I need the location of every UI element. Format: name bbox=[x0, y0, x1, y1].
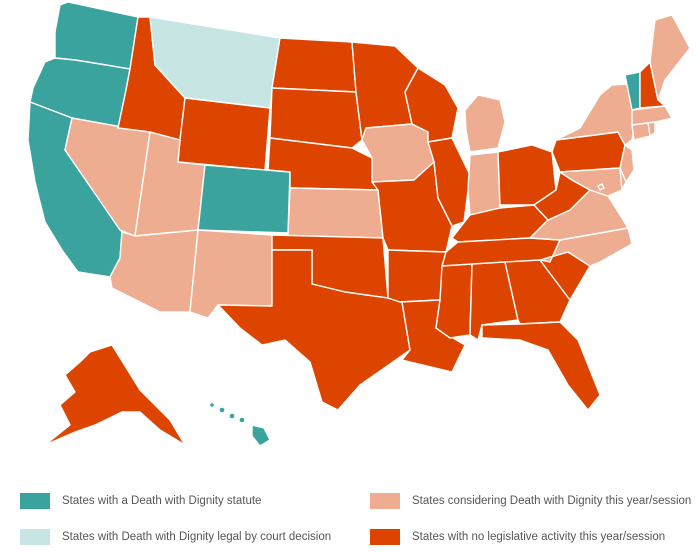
state-michigan[interactable] bbox=[464, 94, 506, 153]
us-map bbox=[27, 1, 691, 447]
legend-item-statute: States with a Death with Dignity statute bbox=[20, 493, 261, 509]
legend-swatch-none bbox=[370, 529, 400, 545]
legend-label-considering: States considering Death with Dignity th… bbox=[412, 495, 692, 507]
state-delaware[interactable] bbox=[619, 167, 627, 191]
state-mississippi[interactable] bbox=[435, 263, 473, 339]
legend-swatch-court bbox=[20, 529, 50, 545]
legend: States with a Death with Dignity statute… bbox=[0, 478, 700, 553]
state-maine[interactable] bbox=[649, 14, 691, 101]
state-texas[interactable] bbox=[217, 249, 411, 411]
legend-item-none: States with no legislative activity this… bbox=[370, 529, 665, 545]
legend-label-court: States with Death with Dignity legal by … bbox=[62, 531, 332, 543]
state-north-dakota[interactable] bbox=[271, 37, 357, 93]
legend-item-considering: States considering Death with Dignity th… bbox=[370, 493, 691, 509]
state-arizona[interactable] bbox=[109, 229, 199, 313]
legend-swatch-statute bbox=[20, 493, 50, 509]
state-florida[interactable] bbox=[481, 321, 601, 411]
state-alaska[interactable] bbox=[44, 344, 186, 446]
state-kansas[interactable] bbox=[287, 187, 384, 239]
state-colorado[interactable] bbox=[197, 164, 291, 234]
legend-label-none: States with no legislative activity this… bbox=[412, 531, 666, 543]
state-new-hampshire[interactable] bbox=[639, 61, 666, 109]
legend-item-court: States with Death with Dignity legal by … bbox=[20, 529, 331, 545]
state-arkansas[interactable] bbox=[387, 249, 447, 303]
state-rhode-island[interactable] bbox=[647, 121, 656, 137]
state-south-dakota[interactable] bbox=[269, 87, 363, 149]
state-illinois[interactable] bbox=[427, 137, 471, 227]
legend-swatch-considering bbox=[370, 493, 400, 509]
state-wyoming[interactable] bbox=[177, 97, 271, 171]
state-dc[interactable] bbox=[597, 183, 605, 191]
state-hawaii[interactable] bbox=[208, 401, 271, 447]
legend-label-statute: States with a Death with Dignity statute bbox=[62, 495, 262, 507]
state-indiana[interactable] bbox=[467, 151, 501, 216]
